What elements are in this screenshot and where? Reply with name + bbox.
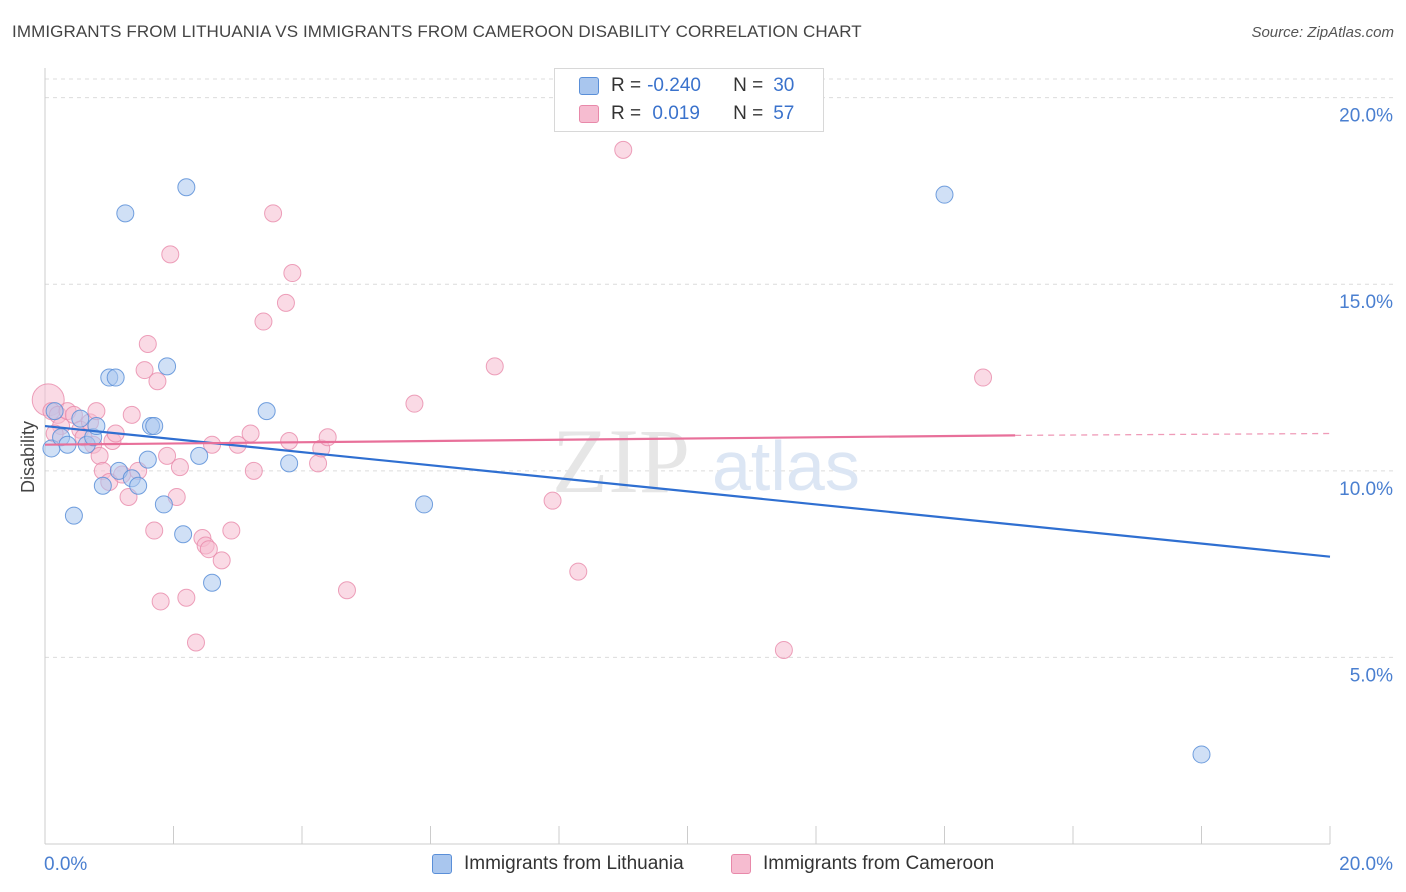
legend-n-value: 30 (773, 75, 795, 96)
cameroon-point (485, 357, 504, 376)
axes (44, 68, 1331, 845)
lithuania-points (42, 178, 1211, 764)
source-label: Source: ZipAtlas.com (1251, 24, 1394, 41)
stats-legend: R = -0.240 N = 30 R = 0.019 N = 57 (554, 68, 824, 132)
cameroon-point (158, 446, 177, 465)
cameroon-point (122, 405, 141, 424)
legend-r-value: -0.240 (647, 75, 701, 96)
watermark: ZIP atlas (552, 410, 860, 512)
cameroon-points (31, 140, 993, 659)
tick-labels: 5.0% 10.0% 15.0% 20.0% 0.0% 20.0% (44, 106, 1393, 875)
lithuania-point (174, 525, 193, 544)
cameroon-point (151, 592, 170, 611)
lithuania-point (145, 417, 164, 436)
lithuania-point (280, 454, 299, 473)
cameroon-point (135, 361, 154, 380)
legend-n-value: 57 (773, 103, 795, 124)
bottom-legend-cameroon: Immigrants from Cameroon (731, 852, 994, 876)
lithuania-point (154, 495, 173, 514)
cameroon-point (337, 581, 356, 600)
cameroon-point (161, 245, 180, 264)
watermark-zip: ZIP (552, 410, 690, 512)
lithuania-point (257, 402, 276, 421)
lithuania-point (935, 185, 954, 204)
cameroon-point (309, 454, 328, 473)
gridlines (45, 78, 1395, 658)
cameroon-point (186, 633, 205, 652)
legend-swatch-blue (579, 77, 599, 95)
cameroon-point (199, 540, 218, 559)
cameroon-point (222, 521, 241, 540)
lithuania-point (106, 368, 125, 387)
cameroon-trend-line (44, 434, 1016, 446)
bottom-legend-swatch-blue (432, 854, 452, 874)
lithuania-point (415, 495, 434, 514)
lithuania-point (45, 402, 64, 421)
trend-lines (44, 424, 1331, 558)
legend-r-value: 0.019 (647, 103, 700, 124)
cameroon-point (177, 588, 196, 607)
cameroon-point (241, 424, 260, 443)
lithuania-point (93, 476, 112, 495)
cameroon-point (974, 368, 993, 387)
y-tick-label: 5.0% (1350, 665, 1393, 686)
chart-title: IMMIGRANTS FROM LITHUANIA VS IMMIGRANTS … (12, 22, 862, 41)
cameroon-point (405, 394, 424, 413)
cameroon-trend-extension (1015, 432, 1331, 437)
cameroon-point (264, 204, 283, 223)
cameroon-point (244, 461, 263, 480)
cameroon-point (280, 431, 299, 450)
lithuania-point (203, 573, 222, 592)
lithuania-point (1192, 745, 1211, 764)
bottom-legend-label-cameroon: Immigrants from Cameroon (763, 853, 995, 874)
cameroon-point (614, 140, 633, 159)
legend-n-label: N = (733, 75, 764, 96)
y-tick-label: 20.0% (1339, 106, 1393, 127)
bottom-legend-swatch-pink (731, 854, 751, 874)
legend-swatch-pink (579, 105, 599, 123)
legend-r-label: R = (611, 103, 642, 124)
cameroon-point (569, 562, 588, 581)
cameroon-point (145, 521, 164, 540)
cameroon-point (254, 312, 273, 331)
legend-row-cameroon: R = 0.019 N = 57 (579, 101, 794, 127)
lithuania-point (71, 409, 90, 428)
cameroon-point (543, 491, 562, 510)
cameroon-point (283, 264, 302, 283)
y-tick-label: 10.0% (1339, 479, 1393, 500)
y-axis-label: Disability (18, 421, 38, 493)
cameroon-point (148, 372, 167, 391)
lithuania-point (138, 450, 157, 469)
lithuania-point (177, 178, 196, 197)
lithuania-point (129, 476, 148, 495)
bottom-legend-lithuania: Immigrants from Lithuania (432, 852, 684, 876)
cameroon-point (318, 428, 337, 447)
cameroon-point (276, 293, 295, 312)
lithuania-point (158, 357, 177, 376)
y-tick-label: 15.0% (1339, 292, 1393, 313)
watermark-atlas: atlas (712, 427, 860, 505)
cameroon-point (774, 640, 793, 659)
legend-n-label: N = (733, 103, 764, 124)
bottom-legend-label-lithuania: Immigrants from Lithuania (464, 853, 684, 874)
legend-row-lithuania: R = -0.240 N = 30 (579, 73, 794, 99)
cameroon-point (138, 334, 157, 353)
lithuania-point (64, 506, 83, 525)
x-tick-label: 20.0% (1339, 854, 1393, 875)
legend-r-label: R = (611, 75, 642, 96)
cameroon-point (212, 551, 231, 570)
lithuania-point (190, 446, 209, 465)
x-tick-label: 0.0% (44, 854, 87, 875)
lithuania-point (116, 204, 135, 223)
lithuania-trend-line (44, 424, 1331, 558)
cameroon-point (170, 458, 189, 477)
